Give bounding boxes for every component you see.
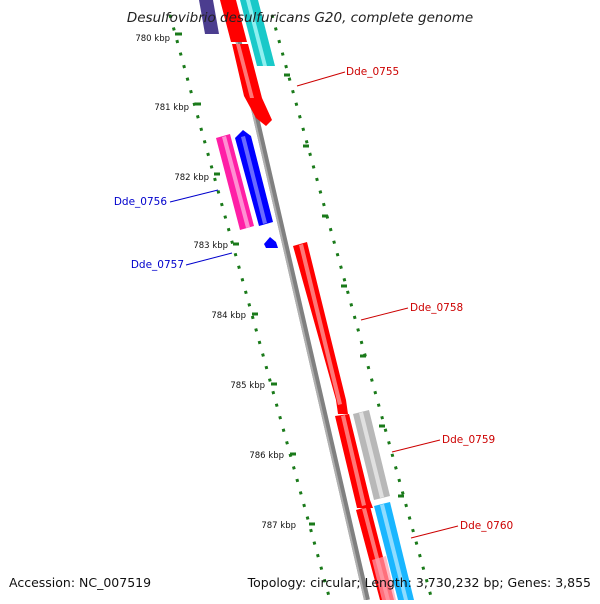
- map-title: Desulfovibrio desulfuricans G20, complet…: [0, 10, 600, 26]
- scale-label: 783 kbp: [193, 241, 228, 251]
- gene-label-dde-0758[interactable]: Dde_0758: [410, 302, 463, 314]
- scale-labels: 780 kbp 781 kbp 782 kbp 783 kbp 784 kbp …: [135, 34, 296, 531]
- scale-track-right: [272, 15, 432, 600]
- scale-label: 782 kbp: [174, 173, 209, 183]
- gene-label-dde-0755[interactable]: Dde_0755: [346, 66, 399, 78]
- gene-label-dde-0757[interactable]: Dde_0757: [131, 259, 184, 271]
- gene-dde-0757: [264, 237, 278, 248]
- scale-label: 785 kbp: [230, 381, 265, 391]
- scale-label: 786 kbp: [249, 451, 284, 461]
- gene-label-dde-0760[interactable]: Dde_0760: [460, 520, 513, 532]
- scale-label: 787 kbp: [261, 521, 296, 531]
- topology-text: Topology: circular; Length: 3,730,232 bp…: [248, 575, 591, 590]
- gene-label-dde-0756[interactable]: Dde_0756: [114, 196, 168, 208]
- scale-label: 781 kbp: [154, 103, 189, 113]
- accession-text: Accession: NC_007519: [9, 575, 151, 590]
- gene-label-dde-0759[interactable]: Dde_0759: [442, 434, 495, 446]
- scale-label: 784 kbp: [211, 311, 246, 321]
- scale-label: 780 kbp: [135, 34, 170, 44]
